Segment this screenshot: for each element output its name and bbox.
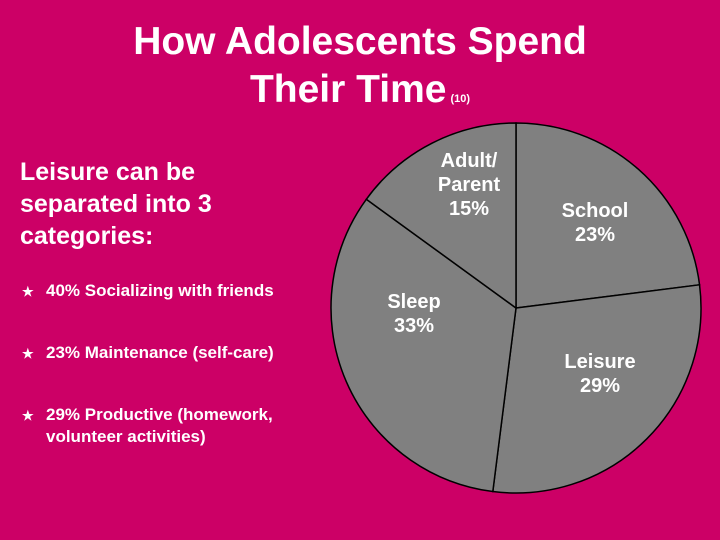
pie-slice [491,283,702,494]
pie-slice-label: Sleep 33% [387,291,440,337]
star-icon: ★ [22,408,34,423]
bullet-item: ★ 23% Maintenance (self-care) [22,342,312,364]
bullet-list: ★ 40% Socializing with friends ★ 23% Mai… [22,280,312,488]
star-icon: ★ [22,346,34,361]
pie-slice [330,198,517,493]
star-icon: ★ [22,284,34,299]
pie-slice-label: Leisure 29% [564,351,635,397]
leisure-heading: Leisure can be separated into 3 categori… [20,158,212,250]
bullet-text: 29% Productive (homework, volunteer acti… [46,405,273,446]
pie-slice [515,122,701,309]
pie-slice [365,122,517,310]
pie-slice-label: School 23% [562,200,629,246]
bullet-text: 23% Maintenance (self-care) [46,343,274,362]
title-reference: (10) [450,93,471,105]
bullet-item: ★ 29% Productive (homework, volunteer ac… [22,404,312,448]
title-line-1: How Adolescents Spend [133,20,587,63]
title-line-2: Their Time (10) [0,66,720,123]
pie-slice-label: Adult/Parent 15% [438,150,501,220]
slide-title: How Adolescents Spend Their Time (10) [0,18,720,123]
bullet-item: ★ 40% Socializing with friends [22,280,312,302]
bullet-text: 40% Socializing with friends [46,281,274,300]
title-line-2-text: Their Time [249,68,447,111]
